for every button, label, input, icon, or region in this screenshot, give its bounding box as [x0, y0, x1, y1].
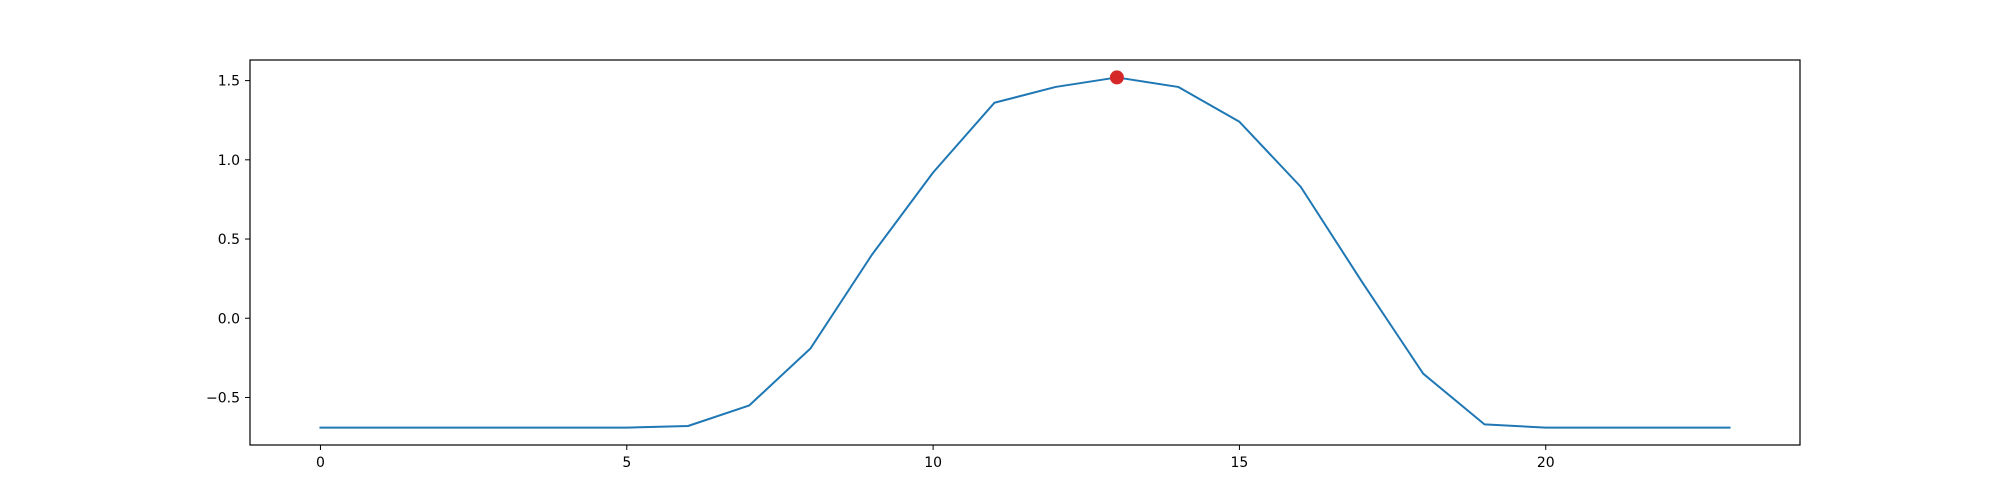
x-tick-label: 5 [622, 455, 631, 471]
series-line [319, 76, 1731, 429]
highlight-layer [1109, 70, 1124, 85]
peak-marker [1109, 70, 1124, 85]
y-tick-label: 0.0 [218, 311, 240, 327]
x-axis: 0 5 10 15 20 [316, 445, 1555, 471]
plot-area-frame [249, 59, 1801, 446]
x-tick-label: 0 [316, 455, 325, 471]
y-tick-label: 1.5 [218, 74, 240, 90]
y-axis: −0.5 0.0 0.5 1.0 1.5 [206, 74, 250, 406]
series-layer [319, 76, 1731, 429]
y-tick-label: 1.0 [218, 153, 240, 169]
x-tick-label: 15 [1231, 455, 1249, 471]
y-tick-label: 0.5 [218, 232, 240, 248]
x-tick-label: 10 [924, 455, 942, 471]
y-tick-label: −0.5 [206, 390, 240, 406]
x-tick-label: 20 [1537, 455, 1555, 471]
